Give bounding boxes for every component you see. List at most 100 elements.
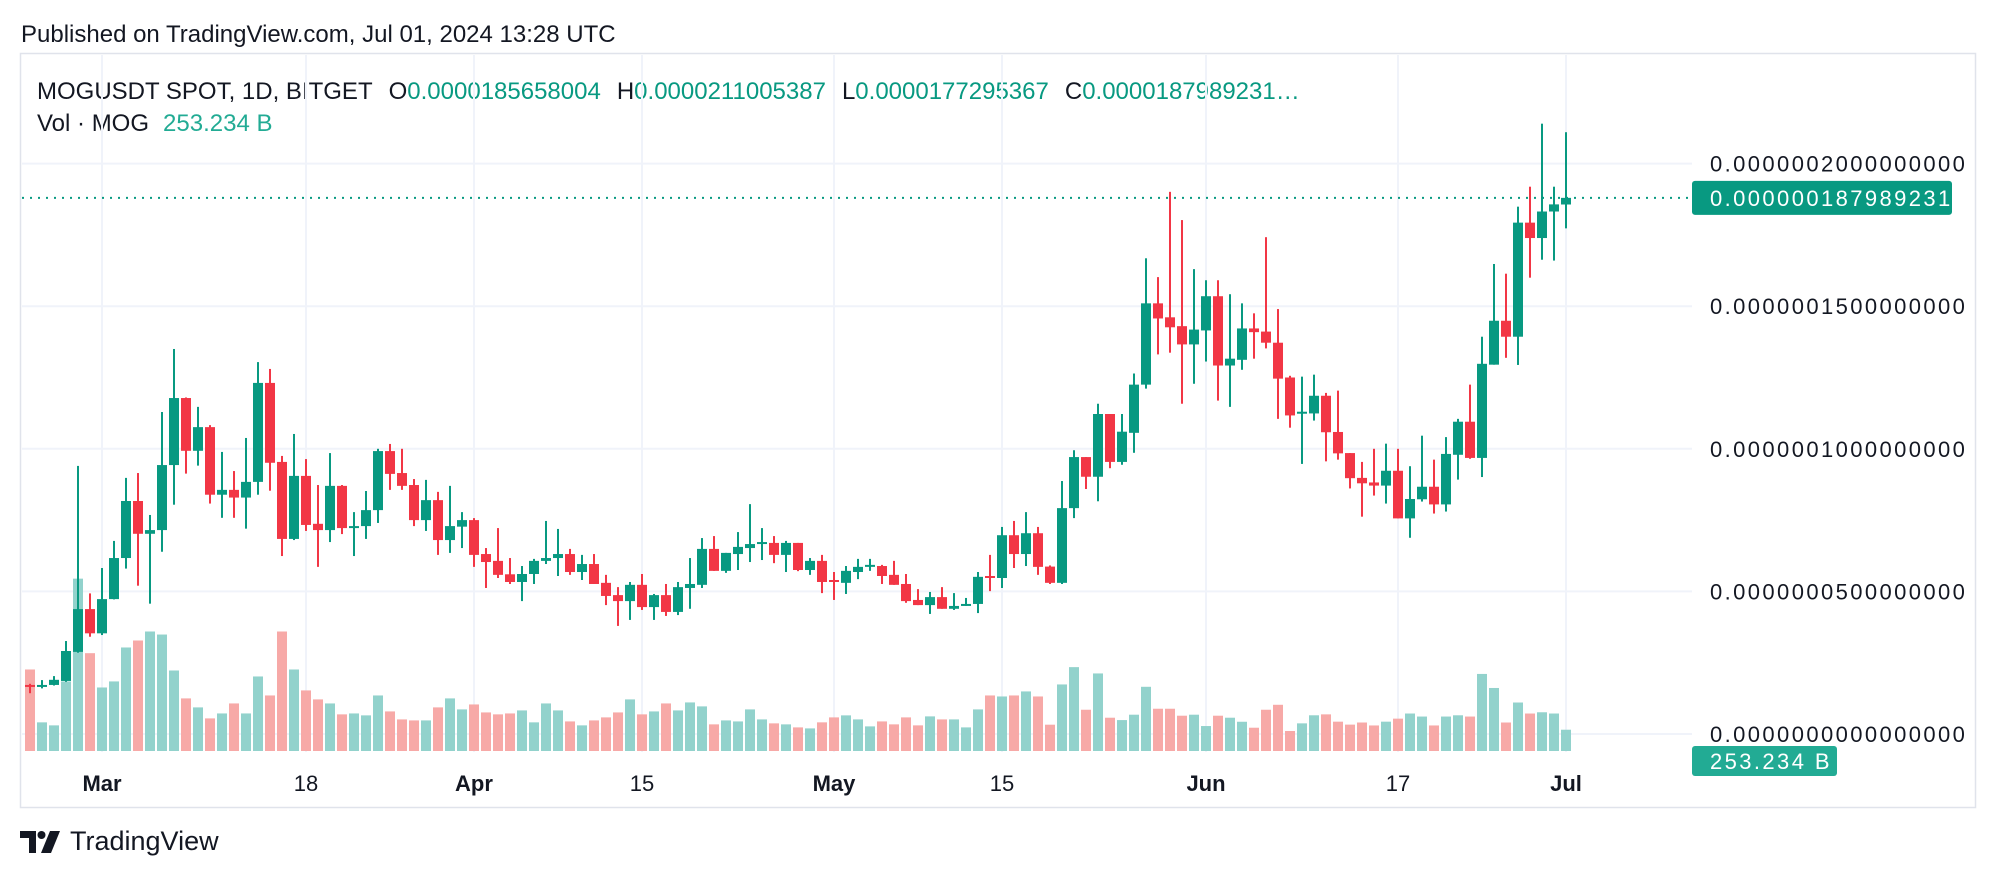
volume-bar: [1045, 724, 1055, 751]
tradingview-logo-icon: [20, 830, 60, 853]
candle: [925, 591, 935, 614]
tradingview-logo[interactable]: TradingView: [20, 826, 219, 857]
candle: [145, 514, 155, 604]
candle-body: [649, 595, 659, 608]
volume-bar: [1345, 724, 1355, 751]
volume-bar: [469, 704, 479, 751]
volume-bar: [529, 722, 539, 751]
candle: [457, 512, 467, 549]
price-axis[interactable]: 0.0000002000000000 0.0000001500000000 0.00…: [1710, 152, 1967, 747]
candle-body: [277, 461, 287, 539]
open-number: 0.0000185658004: [407, 78, 601, 105]
volume-bar: [121, 647, 131, 751]
volume-bar: [613, 712, 623, 751]
candle: [1165, 191, 1175, 353]
candle-body: [1489, 320, 1499, 365]
volume-bar: [997, 696, 1007, 751]
candle-wick: [1565, 132, 1567, 229]
candle-body: [1297, 411, 1307, 414]
volume-bar: [73, 578, 83, 751]
candle-body: [361, 510, 371, 527]
candle: [1105, 414, 1115, 469]
time-axis[interactable]: Mar 18 Apr 15 May 15 Jun 17 Jul: [82, 771, 1581, 796]
volume-bar: [385, 711, 395, 751]
candle-body: [817, 560, 827, 582]
candle-body: [709, 548, 719, 571]
candle-body: [313, 523, 323, 531]
volume-bar: [25, 669, 35, 751]
volume-bar: [1189, 714, 1199, 751]
volume-bar: [1117, 720, 1127, 751]
candle-body: [625, 584, 635, 602]
candle-body: [1273, 342, 1283, 379]
candle-body: [901, 583, 911, 602]
candle: [1405, 466, 1415, 538]
candle-wick: [749, 504, 751, 563]
volume-bar: [289, 669, 299, 751]
volume-bar: [1357, 722, 1367, 751]
volume-bar: [1033, 696, 1043, 751]
volume-bar: [949, 719, 959, 751]
volume-bar: [853, 719, 863, 751]
candle: [553, 528, 563, 576]
candle-body: [1201, 296, 1211, 331]
volume-bar: [769, 723, 779, 751]
candle-wick: [1421, 435, 1423, 502]
candle-body: [433, 500, 443, 541]
candle: [409, 479, 419, 527]
candle-body: [685, 583, 695, 588]
candle: [1345, 453, 1355, 489]
volume-bar: [1069, 667, 1079, 751]
candle-body: [421, 500, 431, 521]
symbol-title[interactable]: MOGUSDT SPOT, 1D, BITGET: [37, 78, 373, 105]
volume-bar: [1201, 726, 1211, 751]
candle-wick: [1229, 294, 1231, 407]
volume-bar: [1381, 721, 1391, 751]
candle: [1057, 481, 1067, 584]
candle-wick: [1265, 237, 1267, 349]
volume-bar: [85, 653, 95, 751]
candle-body: [949, 605, 959, 609]
candle-body: [1069, 457, 1079, 509]
volume-bar: [1501, 722, 1511, 751]
candle: [109, 540, 119, 600]
candle: [589, 554, 599, 584]
candle-body: [1177, 326, 1187, 345]
candle-body: [733, 546, 743, 555]
volume-bar: [589, 720, 599, 751]
candle: [193, 406, 203, 466]
volume-bar: [1333, 721, 1343, 751]
candle-body: [121, 500, 131, 559]
candle-wick: [521, 566, 523, 602]
volume-bar: [1105, 717, 1115, 751]
candle: [301, 459, 311, 531]
volume-bar: [313, 699, 323, 751]
candle-body: [1333, 431, 1343, 454]
candle-wick: [1433, 459, 1435, 514]
candle-body: [889, 574, 899, 585]
last-volume-badge: 253.234 B: [1692, 746, 1837, 776]
volume-bar: [1165, 708, 1175, 751]
volume-label[interactable]: Vol · MOG: [37, 110, 150, 137]
candle: [1045, 565, 1055, 584]
volume-bar: [1405, 713, 1415, 751]
candle-body: [961, 603, 971, 606]
volume-bar: [829, 717, 839, 751]
candle-body: [1261, 331, 1271, 343]
volume-bar: [361, 715, 371, 751]
candle-body: [181, 398, 191, 451]
candle-wick: [149, 514, 151, 604]
volume-bar: [1453, 715, 1463, 751]
candle-body: [541, 558, 551, 561]
volume-bar: [1153, 708, 1163, 751]
volume-bar: [877, 721, 887, 751]
candle: [253, 362, 263, 495]
candle-body: [661, 595, 671, 612]
candle: [229, 471, 239, 518]
volume-bar: [541, 703, 551, 751]
candle-body: [1549, 204, 1559, 212]
candle: [949, 593, 959, 610]
candle-body: [493, 560, 503, 575]
volume-bar: [1273, 704, 1283, 751]
